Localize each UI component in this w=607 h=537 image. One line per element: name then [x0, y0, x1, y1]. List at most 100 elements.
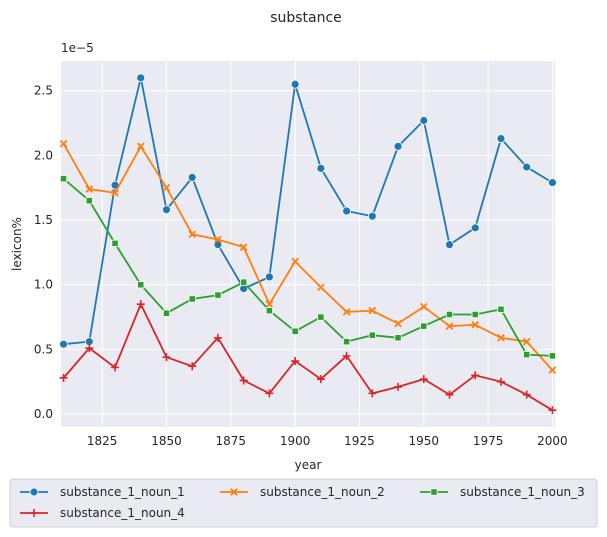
x-tick-label: 1850: [151, 434, 182, 448]
legend-item: substance_1_noun_2: [220, 485, 385, 499]
plot-area: [61, 61, 555, 427]
y-scale-note: 1e−5: [61, 41, 94, 55]
legend-marker: [430, 488, 438, 496]
legend-label: substance_1_noun_4: [60, 506, 185, 520]
x-tick-label: 1975: [473, 434, 504, 448]
data-point: [445, 310, 454, 319]
y-tick-label: 1.5: [34, 213, 53, 227]
data-point: [548, 352, 557, 360]
x-tick-label: 1875: [216, 434, 247, 448]
data-point: [111, 239, 119, 247]
y-tick-labels: 0.0 0.5 1.0 1.5 2.0 2.5: [34, 84, 53, 421]
data-point: [497, 305, 505, 313]
series-substance_1_noun_1: [59, 73, 557, 349]
y-tick-label: 2.5: [34, 84, 53, 98]
data-point: [522, 390, 531, 399]
data-point: [316, 375, 325, 384]
data-point: [239, 376, 248, 385]
data-point: [214, 291, 222, 299]
data-point: [137, 281, 145, 289]
x-tick-labels: 1825 1850 1875 1900 1925 1950 1975 2000: [87, 434, 568, 448]
data-point: [316, 163, 326, 173]
data-point: [85, 197, 93, 205]
data-point: [240, 278, 248, 286]
data-point: [59, 373, 68, 382]
data-point: [317, 283, 325, 292]
series-substance_1_noun_2: [59, 139, 557, 374]
x-axis-label: year: [295, 458, 322, 472]
data-point: [548, 406, 557, 415]
data-point: [420, 322, 428, 330]
data-point: [394, 334, 402, 342]
data-point: [162, 309, 171, 317]
data-point: [187, 172, 197, 182]
data-point: [394, 382, 403, 391]
legend-item: substance_1_noun_4: [20, 506, 185, 520]
data-point: [111, 363, 120, 372]
legend-label: substance_1_noun_3: [460, 485, 585, 499]
data-point: [59, 175, 68, 183]
legend-label: substance_1_noun_2: [260, 485, 385, 499]
data-point: [394, 319, 402, 328]
data-point: [367, 211, 377, 221]
data-point: [290, 79, 300, 89]
data-point: [548, 178, 557, 187]
y-tick-label: 1.0: [34, 278, 53, 292]
data-point: [213, 333, 222, 342]
data-point: [188, 295, 196, 303]
data-point: [85, 185, 94, 193]
series-line: [62, 301, 553, 411]
data-point: [162, 205, 171, 215]
data-point: [317, 313, 325, 321]
data-point: [419, 302, 428, 311]
y-tick-label: 0.5: [34, 342, 53, 356]
data-point: [265, 389, 274, 398]
series-line: [63, 178, 553, 357]
data-point: [471, 371, 480, 380]
legend: substance_1_noun_1 substance_1_noun_2 subs…: [9, 478, 598, 528]
data-point: [342, 338, 351, 346]
data-point: [291, 257, 299, 266]
data-point: [445, 390, 454, 399]
data-point: [342, 308, 351, 316]
data-point: [393, 141, 403, 151]
data-point: [291, 327, 299, 335]
legend-box: [9, 478, 598, 528]
data-point: [162, 353, 171, 362]
data-point: [522, 337, 531, 346]
data-point: [85, 344, 94, 353]
data-point: [265, 307, 274, 315]
data-point: [239, 243, 248, 252]
data-point: [188, 362, 197, 371]
legend-marker: [30, 509, 38, 517]
chart-title: substance: [270, 10, 342, 26]
data-point: [136, 73, 146, 83]
data-point: [445, 240, 454, 250]
data-point: [497, 333, 505, 342]
data-point: [471, 310, 479, 319]
data-point: [496, 134, 506, 143]
data-point: [445, 322, 454, 330]
data-point: [214, 235, 222, 244]
series-line: [63, 77, 553, 346]
data-point: [59, 139, 68, 148]
y-tick-label: 2.0: [34, 148, 53, 162]
data-point: [342, 206, 351, 216]
data-point: [162, 183, 171, 192]
x-tick-label: 2000: [537, 434, 568, 448]
data-point: [136, 300, 145, 309]
data-point: [522, 162, 532, 172]
data-point: [265, 272, 274, 282]
data-point: [471, 320, 480, 329]
data-point: [419, 375, 428, 384]
series-substance_1_noun_3: [59, 175, 557, 360]
x-tick-label: 1950: [409, 434, 440, 448]
y-axis-label: lexicon%: [10, 217, 24, 271]
data-point: [368, 331, 376, 339]
data-point: [548, 366, 557, 374]
data-point: [523, 350, 531, 359]
legend-marker: [29, 487, 39, 497]
data-point: [291, 357, 300, 366]
data-point: [368, 306, 377, 315]
